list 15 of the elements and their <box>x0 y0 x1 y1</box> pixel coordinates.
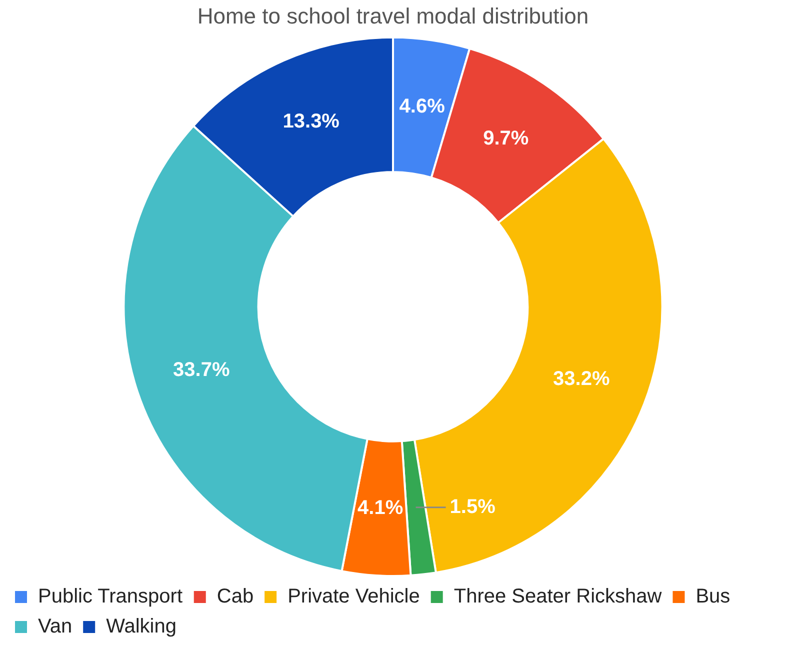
legend-label: Walking <box>106 616 176 638</box>
data-label: 33.7% <box>173 359 230 382</box>
legend-label: Bus <box>696 586 730 608</box>
legend-label: Cab <box>216 586 254 608</box>
chart-title: Home to school travel modal distribution <box>197 3 589 28</box>
data-label: 9.7% <box>483 128 529 150</box>
legend-label: Van <box>38 616 72 638</box>
data-label: 1.5% <box>450 496 496 518</box>
data-label: 4.1% <box>358 496 404 519</box>
data-label: 13.3% <box>282 110 340 133</box>
data-label: 33.2% <box>553 368 610 390</box>
legend-label: Public Transport <box>38 586 183 608</box>
legend-label: Private Vehicle <box>288 586 420 608</box>
data-label: 4.6% <box>399 95 446 118</box>
legend-label: Three Seater Rickshaw <box>454 586 662 608</box>
